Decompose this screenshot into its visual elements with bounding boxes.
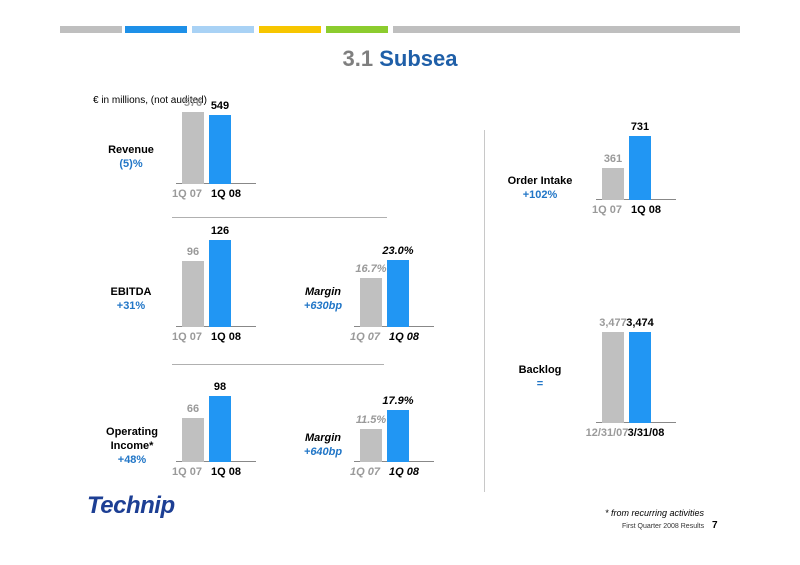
order-intake-chart: 361 1Q 07 731 1Q 08 (592, 121, 676, 216)
ebitda-metric: EBITDA +31% (100, 285, 162, 313)
page-number: 7 (712, 520, 718, 531)
ebitda-margin-chart: 16.7% 1Q 07 23.0% 1Q 08 (350, 245, 434, 343)
backlog-value-curr: 3,474 (626, 317, 654, 329)
technip-logo: Technip (87, 492, 175, 520)
operating-income-chart: 66 1Q 07 98 1Q 08 (172, 381, 256, 478)
order_intake-value-prev: 361 (603, 153, 623, 165)
header-strip-6 (393, 26, 740, 33)
column-divider (484, 130, 485, 492)
ebitda_margin-value-prev: 16.7% (355, 263, 387, 275)
operating_income-category-prev: 1Q 07 (172, 466, 202, 478)
op-margin-name: Margin (304, 432, 342, 444)
ebitda-bar-curr (209, 240, 231, 327)
operating_income-value-curr: 98 (213, 381, 227, 393)
operating_income-bar-curr (209, 396, 231, 462)
ebitda_margin-bar-curr (387, 260, 409, 327)
op_margin-bar-prev (360, 429, 382, 462)
op_margin-category-curr: 1Q 08 (389, 466, 419, 478)
revenue-category-prev: 1Q 07 (172, 188, 202, 200)
order-intake-metric: Order Intake +102% (500, 174, 580, 202)
op_margin-category-prev: 1Q 07 (350, 466, 380, 478)
op-margin-metric: Margin +640bp (295, 431, 351, 459)
op_margin-value-curr: 17.9% (382, 395, 414, 407)
order_intake-bar-curr (629, 136, 651, 200)
backlog-bar-curr (629, 332, 651, 423)
backlog-chart: 3,477 12/31/07 3,474 3/31/08 (586, 317, 676, 439)
header-strip-1 (60, 26, 122, 33)
ebitda_margin-category-prev: 1Q 07 (350, 331, 380, 343)
operating_income-value-prev: 66 (186, 403, 200, 415)
operating_income-bar-prev (182, 418, 204, 462)
revenue-value-curr: 549 (210, 100, 230, 112)
ebitda-value-curr: 126 (210, 225, 230, 237)
backlog-category-curr: 3/31/08 (627, 427, 665, 439)
order-intake-change: +102% (522, 189, 558, 201)
op_margin-value-prev: 11.5% (355, 414, 387, 426)
title-name: Subsea (379, 46, 458, 71)
ebitda-chart: 96 1Q 07 126 1Q 08 (172, 225, 256, 343)
revenue-name: Revenue (108, 144, 154, 156)
backlog-value-prev: 3,477 (599, 317, 627, 329)
operating_income-category-curr: 1Q 08 (211, 466, 241, 478)
order_intake-bar-prev (602, 168, 624, 200)
ebitda_margin-value-curr: 23.0% (382, 245, 414, 257)
ebitda-name: EBITDA (110, 286, 152, 298)
backlog-bar-prev (602, 332, 624, 423)
operating-income-metric: Operating Income* +48% (98, 425, 166, 467)
ebitda-margin-metric: Margin +630bp (295, 285, 351, 313)
separator-2 (172, 364, 384, 365)
ebitda-bar-prev (182, 261, 204, 327)
separator-1 (172, 217, 387, 218)
ebitda-margin-name: Margin (304, 286, 342, 298)
ebitda-category-curr: 1Q 08 (211, 331, 241, 343)
header-strip-4 (259, 26, 321, 33)
op-margin-change: +640bp (303, 446, 343, 458)
footnote: * from recurring activities (604, 508, 704, 518)
operating-income-name-1: Operating (106, 426, 158, 438)
logo-text: Technip (87, 492, 175, 519)
op-margin-chart: 11.5% 1Q 07 17.9% 1Q 08 (350, 395, 434, 478)
header-strip-3 (192, 26, 254, 33)
backlog-category-prev: 12/31/07 (585, 427, 629, 439)
title-number: 3.1 (342, 46, 374, 71)
ebitda-category-prev: 1Q 07 (172, 331, 202, 343)
revenue-metric: Revenue (5)% (100, 143, 162, 171)
revenue-bar-prev (182, 112, 204, 184)
revenue-chart: 576 1Q 07 549 1Q 08 (172, 97, 256, 200)
order_intake-category-curr: 1Q 08 (631, 204, 661, 216)
revenue-change: (5)% (119, 158, 143, 170)
revenue-bar-curr (209, 115, 231, 184)
order_intake-value-curr: 731 (630, 121, 650, 133)
operating-income-change: +48% (117, 454, 147, 466)
header-strip-2 (125, 26, 187, 33)
footer-label: First Quarter 2008 Results (622, 523, 705, 530)
revenue-category-curr: 1Q 08 (211, 188, 241, 200)
backlog-metric: Backlog = (505, 363, 575, 391)
ebitda-change: +31% (116, 300, 146, 312)
ebitda_margin-bar-prev (360, 278, 382, 327)
ebitda-value-prev: 96 (186, 246, 200, 258)
ebitda_margin-category-curr: 1Q 08 (389, 331, 419, 343)
ebitda-margin-change: +630bp (303, 300, 343, 312)
op_margin-bar-curr (387, 410, 409, 462)
backlog-change: = (536, 378, 544, 390)
backlog-name: Backlog (518, 364, 562, 376)
page-title: 3.1 Subsea (0, 46, 800, 72)
header-strip-5 (326, 26, 388, 33)
revenue-value-prev: 576 (183, 97, 203, 109)
order-intake-name: Order Intake (507, 175, 573, 187)
order_intake-category-prev: 1Q 07 (592, 204, 622, 216)
operating-income-name-2: Income* (110, 440, 154, 452)
units-note: € in millions, (not audited) (93, 95, 207, 106)
